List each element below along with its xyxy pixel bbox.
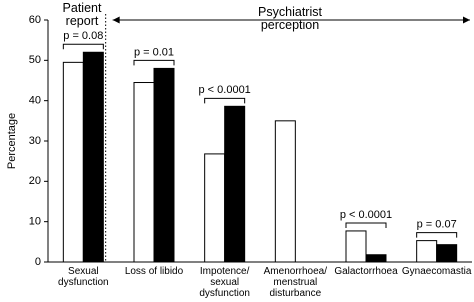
bar [345,230,367,263]
p-value: p < 0.0001 [340,209,392,221]
p-bracket [62,43,104,50]
bar [416,240,438,263]
y-tick-label: 40 [29,95,41,107]
bar [365,254,387,263]
x-tick-label: Loss of libido [124,266,184,277]
x-tick-label: Sexual dysfunction [58,266,109,288]
bar [62,61,84,263]
x-tick-label: Amenorrhoea/ menstrual disturbance [263,266,328,299]
bar [274,120,296,263]
p-bracket [416,232,458,238]
bar [82,51,104,263]
y-axis-label: Percentage [6,113,18,169]
y-tick-label: 60 [29,14,41,26]
arrow-head-right [463,16,470,24]
p-bracket [204,97,246,104]
header-left: Patient report [62,1,102,28]
bar [204,153,226,263]
p-bracket [345,222,387,228]
x-tick-label: Impotence/ sexual dysfunction [199,266,250,299]
bar [133,82,155,263]
y-tick-label: 50 [29,54,41,66]
p-value: p = 0.08 [63,30,103,42]
y-tick-label: 10 [29,216,41,228]
y-tick-label: 0 [35,256,41,268]
x-tick-label: Galactorrhoea [334,266,398,277]
x-tick-label: Gynaecomastia [401,266,472,277]
p-value: p < 0.0001 [199,84,251,96]
bar [436,244,458,263]
arrow-head-left [112,16,120,24]
p-value: p = 0.01 [134,46,174,58]
bar [153,67,175,263]
y-tick-label: 30 [29,135,41,147]
bar [224,105,246,263]
y-tick-label: 20 [29,175,41,187]
p-bracket [133,59,175,66]
p-value: p = 0.07 [417,219,457,231]
header-right: Psychiatrist perception [258,5,322,32]
